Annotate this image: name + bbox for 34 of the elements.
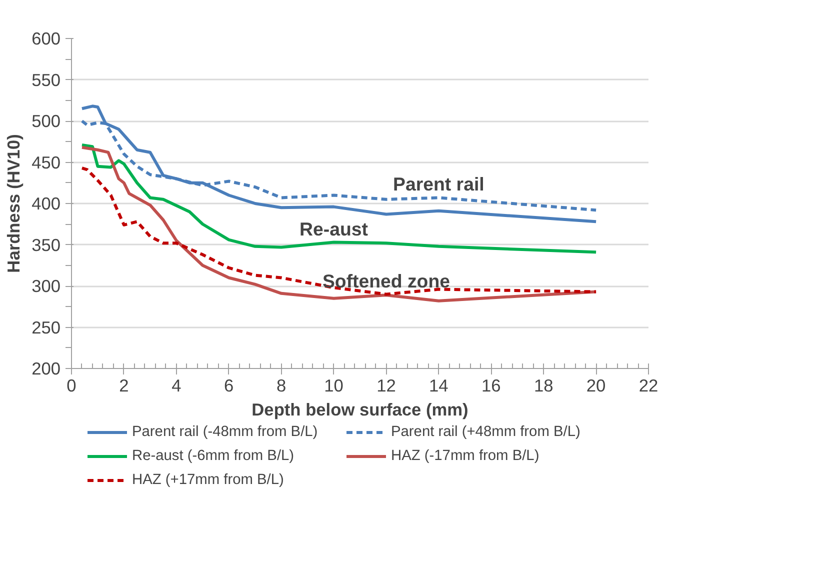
y-tick-label: 600	[32, 28, 61, 48]
annotation: Parent rail	[393, 174, 484, 195]
x-tick-label: 0	[66, 376, 76, 396]
x-tick-label: 6	[224, 376, 234, 396]
line-series	[80, 166, 598, 296]
y-tick-label: 450	[32, 152, 61, 172]
x-tick-label: 14	[429, 376, 449, 396]
y-tick-label: 200	[32, 358, 61, 378]
x-tick-label: 22	[638, 376, 658, 396]
x-tick-label: 20	[586, 376, 606, 396]
legend-label: Parent rail (+48mm from B/L)	[391, 424, 582, 440]
x-tick-label: 10	[324, 376, 344, 396]
legend-label: Re-aust (-6mm from B/L)	[132, 448, 296, 464]
line-series	[80, 143, 598, 254]
legend-label: HAZ (+17mm from B/L)	[132, 472, 285, 488]
x-tick-label: 4	[172, 376, 182, 396]
line-series	[80, 104, 598, 224]
annotation: Re-aust	[300, 218, 368, 240]
x-tick-label: 16	[482, 376, 501, 396]
x-tick-label: 8	[276, 376, 286, 396]
y-tick-label: 350	[32, 234, 61, 255]
x-tick-label: 12	[376, 376, 396, 396]
y-tick-label: 250	[32, 317, 61, 338]
y-axis-title: Hardness (HV10)	[4, 134, 24, 273]
annotation: Softened zone	[322, 270, 450, 292]
y-tick-label: 500	[32, 111, 61, 131]
x-tick-label: 18	[534, 376, 554, 396]
y-tick-label: 550	[32, 70, 61, 90]
x-tick-label: 2	[119, 376, 129, 396]
y-tick-label: 400	[32, 194, 61, 214]
y-tick-label: 300	[32, 276, 61, 296]
legend-label: Parent rail (-48mm from B/L)	[132, 424, 319, 440]
legend-label: HAZ (-17mm from B/L)	[391, 448, 540, 464]
x-axis-title: Depth below surface (mm)	[252, 400, 468, 420]
